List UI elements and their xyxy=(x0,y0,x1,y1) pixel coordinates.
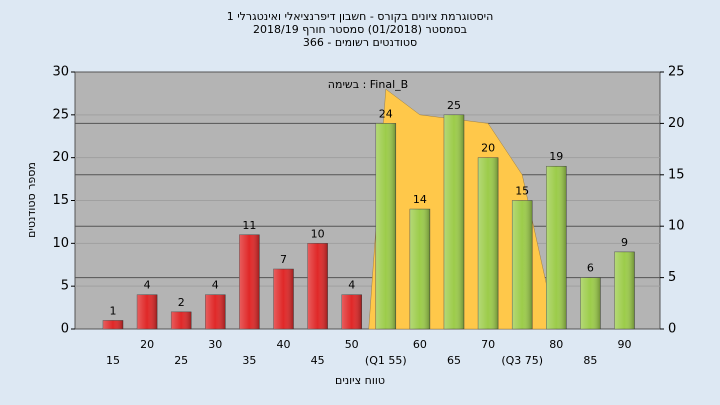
x-tick-label: 70 xyxy=(481,338,495,351)
data-label: 4 xyxy=(212,279,219,292)
data-label: 7 xyxy=(280,253,287,266)
data-label: 4 xyxy=(144,279,151,292)
bar-shade xyxy=(171,311,192,329)
x-tick-label: 60 xyxy=(413,338,427,351)
x-tick-label: 80 xyxy=(549,338,563,351)
x-tick-label: 85 xyxy=(583,354,597,367)
y2-tick-label: 0 xyxy=(668,322,676,337)
x-tick-label: 90 xyxy=(618,338,632,351)
x-tick-label: (Q3 75) xyxy=(501,354,543,367)
data-label: 14 xyxy=(413,193,427,206)
data-label: 10 xyxy=(311,227,325,240)
bar-shade xyxy=(478,157,499,329)
chart-title: היסטוגרמת ציונים בקורס - חשבון דיפרנציאל… xyxy=(227,10,494,23)
y-tick-label: 15 xyxy=(52,193,69,208)
bar-shade xyxy=(512,200,533,329)
x-tick-label: 30 xyxy=(208,338,222,351)
x-tick-label: 50 xyxy=(345,338,359,351)
y-tick-label: 5 xyxy=(61,279,69,294)
bar-shade xyxy=(409,209,430,329)
bar-shade xyxy=(103,320,123,329)
bar-shade xyxy=(580,277,601,329)
bar-shade xyxy=(239,234,260,329)
y2-tick-label: 5 xyxy=(668,270,676,285)
y2-tick-label: 15 xyxy=(668,167,685,182)
data-label: 6 xyxy=(587,262,594,275)
bar-shade xyxy=(444,114,464,329)
bar-shade xyxy=(546,166,567,329)
bar-shade xyxy=(307,243,328,329)
data-label: 2 xyxy=(178,296,185,309)
y-tick-label: 10 xyxy=(52,236,69,251)
data-label: 25 xyxy=(447,99,461,112)
y-tick-label: 25 xyxy=(52,107,69,122)
annotation: בשימה : Final_B xyxy=(328,78,408,91)
data-label: 4 xyxy=(348,279,355,292)
y-axis-label: מספר סטודנטים xyxy=(25,162,38,238)
bar-shade xyxy=(614,251,635,329)
data-label: 15 xyxy=(515,185,529,198)
chart-subtitle: סטודנטים רשומים - 366 xyxy=(303,36,417,49)
data-label: 20 xyxy=(481,142,495,155)
x-tick-label: 15 xyxy=(106,354,120,367)
y-tick-label: 30 xyxy=(52,65,69,80)
bar-shade xyxy=(375,123,396,330)
y-tick-label: 0 xyxy=(61,322,69,337)
x-tick-label: 45 xyxy=(311,354,325,367)
data-label: 24 xyxy=(379,107,393,120)
data-label: 1 xyxy=(110,304,117,317)
y2-tick-label: 20 xyxy=(668,116,685,131)
y2-tick-label: 25 xyxy=(668,65,685,80)
data-label: 9 xyxy=(621,236,628,249)
x-tick-label: 65 xyxy=(447,354,461,367)
bar-shade xyxy=(341,294,362,329)
data-label: 19 xyxy=(549,150,563,163)
data-label: 11 xyxy=(242,219,256,232)
x-tick-label: 20 xyxy=(140,338,154,351)
bar-shade xyxy=(205,294,226,329)
y-tick-label: 20 xyxy=(52,150,69,165)
x-tick-label: 25 xyxy=(174,354,188,367)
x-axis-label: טווח ציונים xyxy=(335,374,385,387)
x-tick-label: 35 xyxy=(242,354,256,367)
y2-tick-label: 10 xyxy=(668,219,685,234)
x-tick-label: 40 xyxy=(277,338,291,351)
bar-shade xyxy=(137,294,158,329)
x-tick-label: (Q1 55) xyxy=(365,354,407,367)
chart-subtitle: בסמסטר (01/2018) סמסטר חורף 2018/19 xyxy=(253,23,467,36)
bar-shade xyxy=(273,269,294,329)
